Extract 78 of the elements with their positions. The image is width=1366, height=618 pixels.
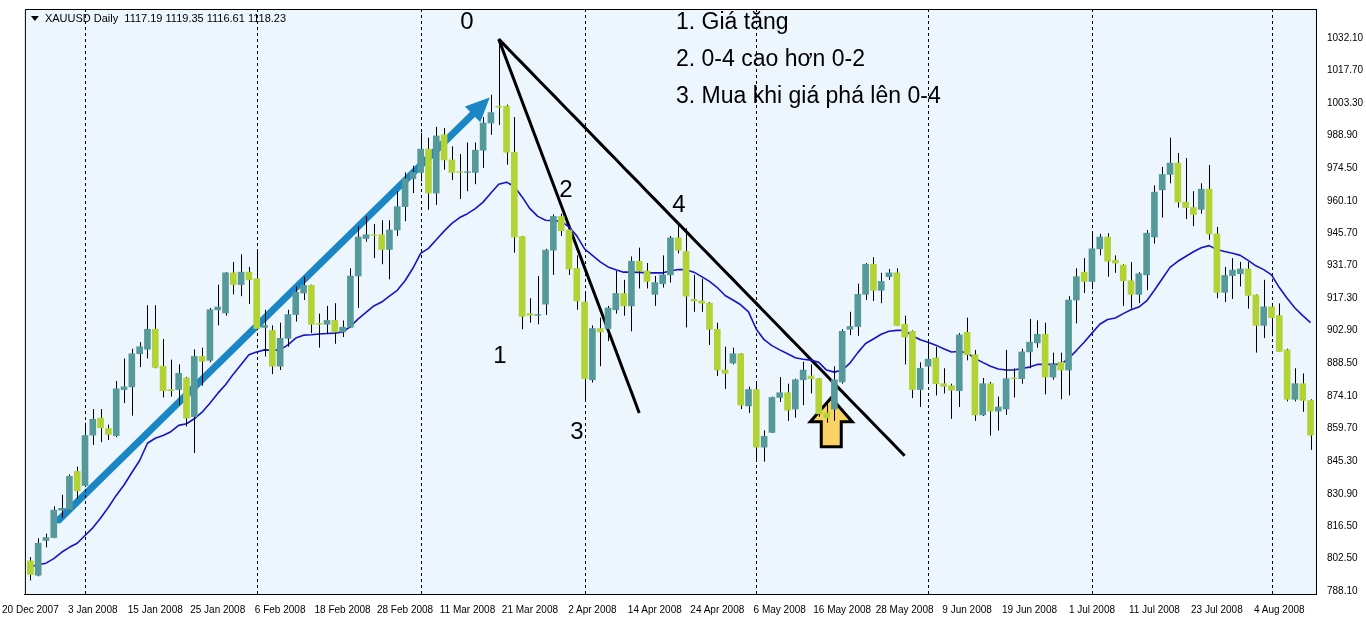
candlestick (386, 219, 393, 280)
annotation: 3. Mua khi giá phá lên 0-4 (676, 82, 941, 109)
x-tick-label: 19 Jun 2008 (1001, 603, 1058, 615)
x-tick-label: 14 Apr 2008 (627, 603, 683, 615)
y-tick-label: 1017.70 (1327, 64, 1364, 76)
x-tick-label: 6 May 2008 (753, 603, 807, 615)
candlestick (877, 272, 885, 304)
x-tick-label: 16 May 2008 (813, 603, 872, 615)
x-tick-label: 15 Jan 2008 (127, 603, 184, 615)
candlestick (963, 317, 971, 361)
candlestick (526, 297, 534, 324)
candlestick (1080, 257, 1088, 294)
y-tick-label: 974.50 (1327, 162, 1359, 174)
candlestick (97, 408, 104, 443)
annotation: 4 (672, 189, 686, 217)
candlestick (73, 466, 81, 500)
y-tick-label: 960.10 (1327, 194, 1359, 206)
candlestick (229, 261, 237, 295)
x-tick-label: 23 Jul 2008 (1191, 603, 1244, 615)
candlestick (1291, 367, 1299, 402)
candlestick (331, 302, 339, 345)
y-tick-label: 874.10 (1327, 389, 1359, 401)
x-tick-label: 21 Mar 2008 (501, 603, 559, 615)
candlestick (89, 408, 97, 446)
y-tick-label: 845.30 (1327, 454, 1359, 466)
chart-title: XAUUSD Daily 1117.19 1119.35 1116.61 1118.23 (44, 12, 287, 25)
candlestick (596, 317, 604, 367)
x-tick-label: 25 Jan 2008 (190, 603, 246, 615)
y-tick-label: 902.90 (1327, 324, 1359, 336)
x-tick-label: 11 Jul 2008 (1128, 603, 1181, 615)
x-tick-label: 9 Jun 2008 (942, 603, 993, 615)
candlestick (261, 309, 268, 357)
y-tick-label: 988.90 (1327, 129, 1359, 141)
candlestick (534, 275, 542, 325)
candlestick (620, 279, 627, 317)
y-tick-label: 802.50 (1327, 551, 1359, 563)
candlestick (745, 386, 752, 414)
y-tick-label: 816.50 (1327, 520, 1359, 532)
candlestick (167, 359, 175, 398)
candlestick (557, 213, 565, 237)
x-tick-label: 18 Feb 2008 (314, 603, 372, 615)
x-tick-label: 3 Jan 2008 (68, 603, 118, 615)
annotation: 2 (559, 174, 573, 202)
candlestick (784, 383, 791, 422)
candlestick (916, 361, 924, 408)
x-tick-label: 11 Mar 2008 (439, 603, 496, 615)
y-tick-label: 945.70 (1327, 227, 1359, 239)
candlestick (1057, 352, 1065, 400)
y-tick-label: 788.10 (1327, 584, 1359, 596)
x-tick-label: 24 Apr 2008 (690, 603, 745, 615)
x-tick-label: 4 Aug 2008 (1254, 603, 1306, 615)
y-tick-label: 1032.10 (1327, 31, 1364, 43)
annotation: 0 (460, 6, 474, 34)
x-tick-label: 28 Feb 2008 (376, 603, 434, 615)
x-tick-label: 1 Jul 2008 (1068, 603, 1116, 615)
candlestick (1197, 182, 1205, 215)
y-tick-label: 931.70 (1327, 259, 1359, 271)
y-tick-label: 1003.30 (1327, 96, 1364, 108)
candlestick (198, 347, 206, 387)
candlestick (27, 556, 34, 581)
x-tick-label: 20 Dec 2007 (2, 603, 60, 615)
x-tick-label: 2 Apr 2008 (568, 603, 618, 615)
candlestick (1260, 279, 1268, 339)
candlestick (721, 346, 729, 390)
candlestick (175, 363, 183, 406)
candlestick (323, 305, 331, 335)
annotation: 1. Giá tăng (676, 8, 789, 35)
x-tick-label: 28 May 2008 (875, 603, 934, 615)
y-tick-label: 888.50 (1327, 357, 1359, 369)
candlestick (635, 247, 643, 289)
annotation: 3 (570, 416, 584, 444)
candlestick (237, 253, 245, 297)
y-tick-label: 859.70 (1327, 422, 1359, 434)
x-tick-label: 6 Feb 2008 (254, 603, 306, 615)
y-tick-label: 917.30 (1327, 291, 1359, 303)
annotation: 1 (493, 340, 507, 368)
annotation: 2. 0-4 cao hơn 0-2 (676, 45, 865, 72)
y-tick-label: 830.90 (1327, 487, 1359, 499)
